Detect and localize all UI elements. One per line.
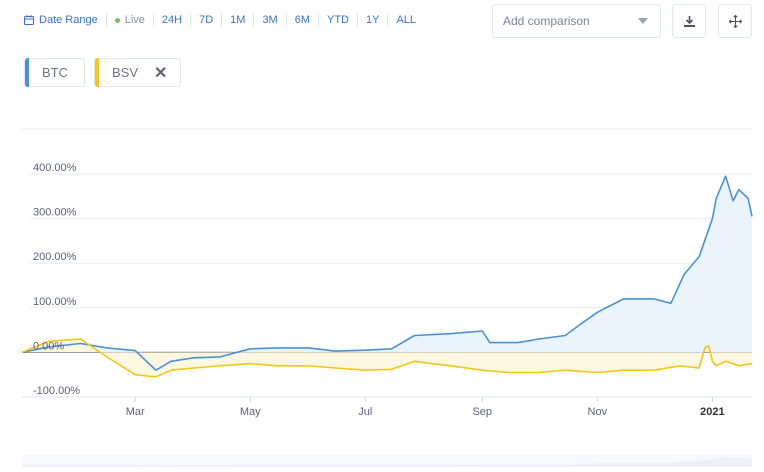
add-comparison-placeholder: Add comparison — [503, 14, 590, 28]
btc-area — [22, 176, 752, 371]
y-tick-label: 100.00% — [33, 296, 77, 308]
bsv-legend-label: BSV — [112, 65, 139, 80]
calendar-icon — [24, 15, 34, 25]
download-button[interactable] — [672, 4, 706, 38]
navigator-mini-chart — [22, 457, 752, 467]
date-range-label: Date Range — [39, 14, 98, 26]
add-comparison-select[interactable]: Add comparison — [492, 4, 661, 38]
chevron-down-icon — [638, 18, 648, 24]
y-tick-label: 200.00% — [33, 251, 77, 263]
download-icon — [683, 15, 695, 27]
btc-legend-label: BTC — [42, 65, 68, 80]
x-tick-label: Sep — [472, 406, 492, 418]
range-24h[interactable]: 24H — [154, 13, 192, 27]
bsv-area — [22, 339, 752, 377]
time-range-toolbar: Date Range Live 24H 7D 1M 3M 6M YTD 1Y A… — [24, 12, 424, 28]
live-indicator-dot — [114, 17, 120, 23]
y-tick-label: 300.00% — [33, 207, 77, 219]
y-axis-ticks: 400.00% 300.00% 200.00% 100.00% 0.00% -100.00… — [33, 162, 80, 397]
y-tick-label: 400.00% — [33, 162, 77, 174]
x-tick-label: Mar — [126, 406, 145, 418]
navigator-strip[interactable] — [22, 455, 752, 467]
close-icon[interactable]: ✕ — [154, 64, 168, 82]
move-arrows-icon — [728, 14, 742, 28]
x-tick-label: May — [240, 406, 261, 418]
range-all[interactable]: ALL — [396, 14, 417, 26]
y-tick-label: 0.00% — [33, 340, 64, 352]
range-1y[interactable]: 1Y — [358, 13, 389, 27]
range-3m[interactable]: 3M — [254, 13, 287, 27]
fullscreen-button[interactable] — [718, 4, 752, 38]
live-button[interactable]: Live — [107, 13, 154, 27]
btc-color-bar — [25, 58, 29, 87]
y-tick-label: -100.00% — [33, 385, 80, 397]
bsv-color-bar — [95, 58, 99, 87]
legend-chip-bsv[interactable]: BSV ✕ — [94, 58, 181, 87]
series-lines — [21, 175, 753, 378]
legend-chip-btc[interactable]: BTC — [24, 58, 85, 87]
x-axis-ticks: Mar May Jul Sep Nov 2021 — [126, 397, 725, 418]
range-7d[interactable]: 7D — [191, 13, 223, 27]
range-6m[interactable]: 6M — [287, 13, 319, 27]
range-1m[interactable]: 1M — [222, 13, 255, 27]
x-tick-label: Nov — [588, 406, 608, 418]
range-ytd[interactable]: YTD — [319, 13, 358, 27]
series-areas — [22, 176, 752, 377]
live-label: Live — [124, 14, 145, 26]
btc-line — [21, 175, 753, 371]
bsv-line — [21, 338, 753, 378]
date-range-button[interactable]: Date Range — [24, 13, 107, 27]
x-tick-label: Jul — [358, 406, 372, 418]
x-tick-label: 2021 — [700, 406, 724, 418]
